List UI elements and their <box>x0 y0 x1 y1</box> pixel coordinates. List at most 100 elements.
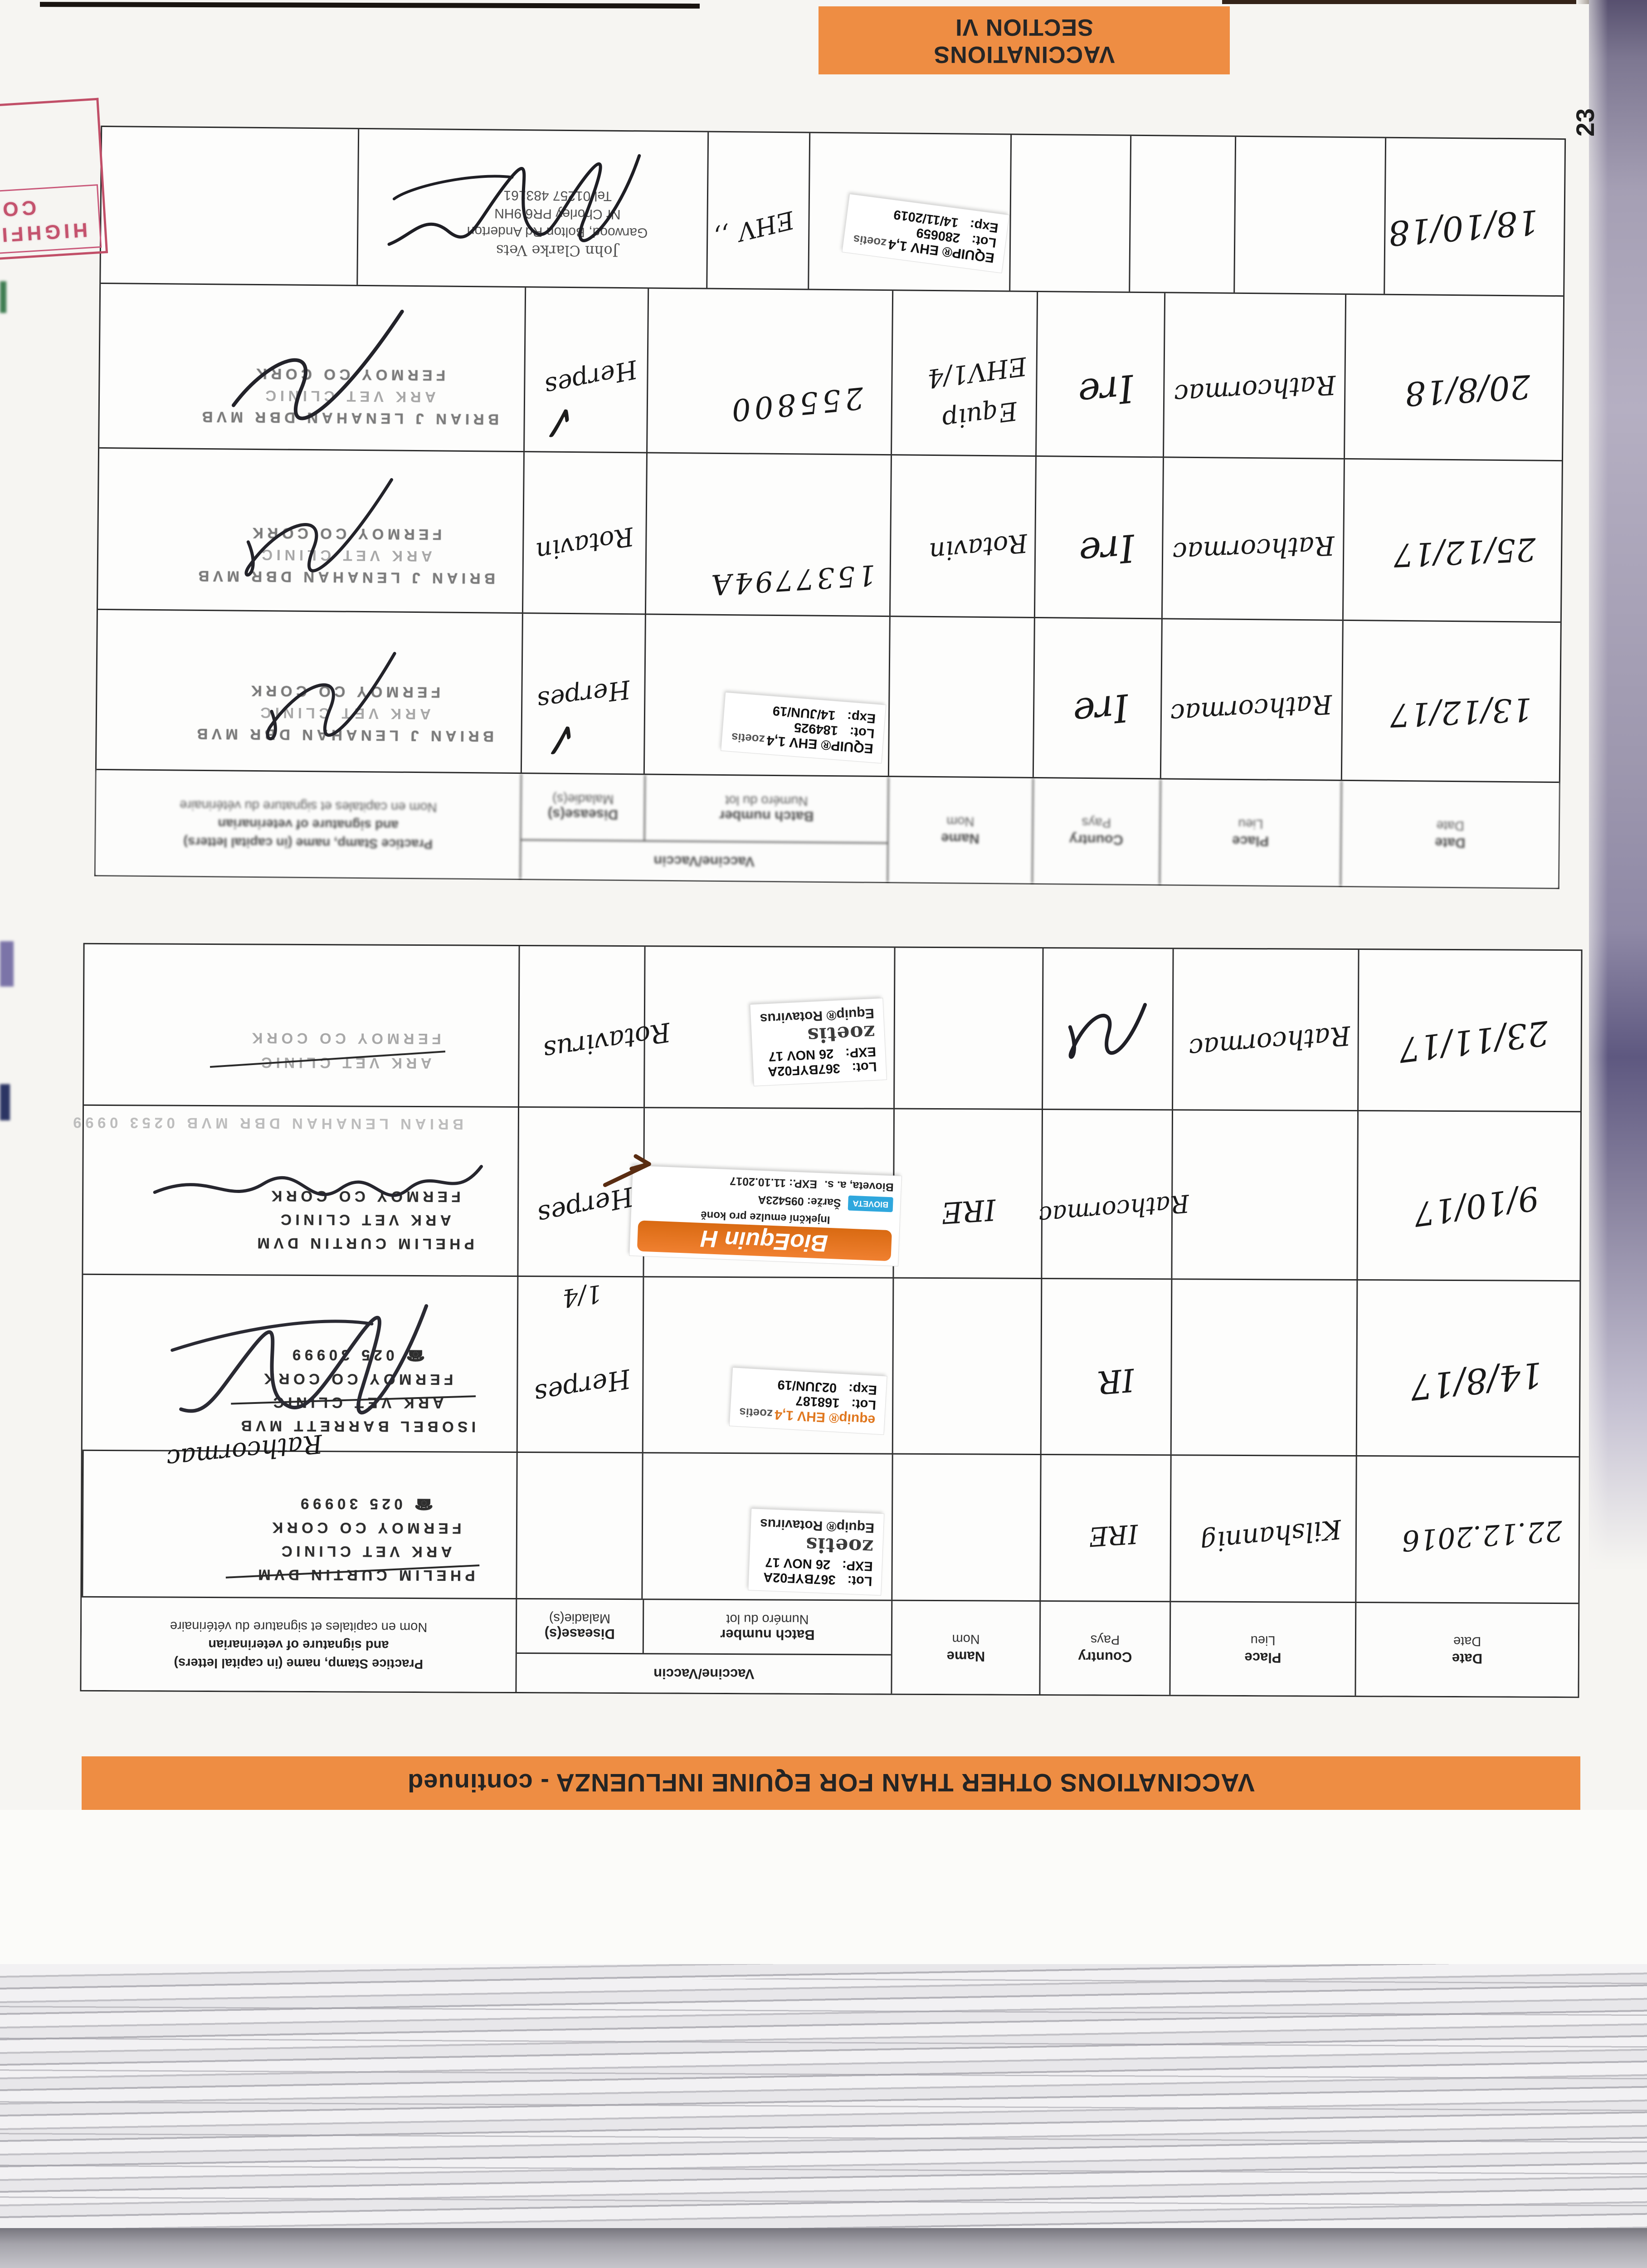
col-header-country-fr: Pays <box>1082 815 1111 830</box>
place-handwriting: Kilshannig <box>1199 1514 1343 1559</box>
disease-handwriting: Herpes <box>535 1181 637 1231</box>
col-header-stamp2: and signature of veterinarian <box>218 816 399 833</box>
continued-banner-text: VACCINATIONS OTHER THAN FOR EQUINE INFLU… <box>407 1769 1255 1798</box>
disease-handwriting-2: 1/4 <box>560 1279 604 1313</box>
date-handwriting: 25/12/17 <box>1393 530 1537 574</box>
practice-stamp-faint-line: BRIAN LENAHAN DBR MVB 0253 0999 <box>69 1114 464 1133</box>
col-header-stamp1: Practice Stamp, name (in capital letters… <box>174 1655 424 1671</box>
date-handwriting: 14/8/17 <box>1408 1354 1545 1408</box>
practice-stamp-line: Nr Chorley PR6 9HN <box>494 206 621 222</box>
pen-arrow <box>603 1154 652 1187</box>
date-handwriting: 23/11/17 <box>1396 1013 1551 1070</box>
country-handwriting: IR <box>1096 1361 1136 1401</box>
vaccine-sticker-zoetis-rotavirus: Lot: 367BYF02A EXP: 26 NOV 17 zoetis Equip… <box>748 1509 884 1596</box>
practice-stamp-line: BRIAN J LENAHAN DBR MVB <box>193 725 494 745</box>
practice-stamp-line: FERMOY CO CORK <box>252 365 446 384</box>
disease-handwriting: Herpes <box>532 1363 633 1410</box>
sticker-lot-value: 367BYF02A <box>767 1061 841 1079</box>
vaccination-table-bottom: Date Date Place Lieu Country Pays Name Nom V… <box>69 943 1583 1698</box>
practice-stamp-line: Garwood, Bolton Rd Anderton <box>467 224 648 240</box>
practice-stamp-line: ARK VET CLINIC <box>277 1211 451 1229</box>
sticker-brand: zoetis <box>731 730 765 747</box>
col-header-disease: Disease(s) <box>544 1626 615 1642</box>
table-bottom-header-row: Date Date Place Lieu Country Pays Name Nom V… <box>81 1598 1579 1697</box>
date-handwriting: 22.12.2016 <box>1400 1514 1564 1558</box>
practice-stamp-line: BRIAN J LENAHAN DBR MVB <box>198 408 499 428</box>
col-header-vaccine: Vaccine/Vaccin <box>653 1666 755 1682</box>
name-handwriting-line1: Equip <box>940 396 1019 435</box>
col-header-disease-fr: Maladie(s) <box>549 1611 611 1626</box>
scan-top-edge-line <box>39 2 700 9</box>
vaccine-sticker-equip-ehv: EQUIP® EHV 1,4 zoetis Lot: 280659 Exp: 14/… <box>842 194 1009 273</box>
practice-stamp-line: ☎ 025 30999 <box>288 1346 425 1364</box>
col-header-country: Country <box>1078 1649 1132 1665</box>
country-handwriting: Ire <box>1071 685 1131 735</box>
table-top-header-row: Date Date Place Lieu Country Pays Name Nom V… <box>95 770 1559 888</box>
table-row: 13/12/17 Rathcormac Ire EQUIP® EHV 1,4 z… <box>96 610 1560 783</box>
practice-stamp-line: PHELIM CURTIN DVM <box>253 1235 474 1253</box>
practice-stamp-line: ARK VET CLINIC <box>278 1543 452 1561</box>
sticker-lot-value: 367BYF02A <box>763 1569 836 1588</box>
practice-stamp-line: FERMOY CO CORK <box>248 1030 441 1048</box>
place-handwriting: Rathcormac <box>1173 369 1337 410</box>
vaccine-sticker-equip-ehv: equip® EHV 1,4 zoetis Lot: 168187 Exp: 02J… <box>729 1368 887 1435</box>
col-header-stamp2: and signature of veterinarian <box>208 1637 389 1653</box>
col-header-date-fr: Date <box>1453 1633 1481 1649</box>
book-bottom-edge <box>0 2228 1647 2268</box>
sticker-exp-value: 26 NOV 17 <box>765 1554 831 1572</box>
date-handwriting: 9/10/17 <box>1411 1178 1541 1234</box>
scan-top-right-edge-line <box>1222 0 1647 4</box>
sticker-exp-label: EXP: <box>842 1558 873 1574</box>
country-handwriting: IRE <box>1088 1518 1140 1553</box>
date-handwriting: 18/10/18 <box>1387 202 1540 253</box>
bioequin-exp-label: EXP.: <box>789 1177 818 1191</box>
bioequin-manufacturer: Bioveta, a. s. <box>824 1178 894 1194</box>
section-banner-line2: SECTION VI <box>955 14 1093 40</box>
col-header-place-fr: Lieu <box>1250 1633 1276 1648</box>
practice-stamp-line: ARK VET CLINIC <box>256 704 431 723</box>
bioequin-exp-value: 11.10.2017 <box>730 1174 786 1189</box>
table-row: 18/10/18 EQUIP® EHV 1,4 zoetis Lot: 28065… <box>0 98 1565 297</box>
highfield-farm-stamp: HIGHFIELD FARM COPPULL CM <box>0 98 108 269</box>
col-header-name-fr: Nom <box>946 814 975 829</box>
book-binding-edge-fade <box>1576 0 1608 1569</box>
table-row: 23/11/17 Rathcormac Lot: 367BYF02A EXP: 26… <box>84 944 1581 1113</box>
sticker-lot-label: Lot: <box>852 1059 877 1075</box>
col-header-stamp-fr: Nom en capitales et signature du vétérin… <box>180 797 437 815</box>
practice-stamp-line: ☎ 025 30999 <box>297 1496 434 1513</box>
practice-stamp-line: ISOBEL BARRETT MVB <box>237 1418 476 1436</box>
table-row: 22.12.2016 Kilshannig IRE Lot: 367BYF02A … <box>82 1428 1579 1604</box>
col-header-place: Place <box>1244 1649 1282 1666</box>
sticker-lot-label: Lot: <box>851 1396 877 1413</box>
col-header-name: Name <box>941 831 979 847</box>
practice-stamp-line: ARK VET CLINIC <box>261 387 436 406</box>
name-handwriting-line2: EHV1/4 <box>926 351 1028 393</box>
sticker-exp-label: Exp: <box>848 1381 878 1398</box>
name-handwriting: IRE <box>940 1192 997 1229</box>
bioveta-logo: BIOVETA <box>848 1195 894 1212</box>
country-flourish-signature <box>1068 1003 1147 1059</box>
col-header-name: Name <box>946 1648 985 1665</box>
place-handwriting: Rathcormac <box>1169 688 1334 729</box>
col-header-vaccine: Vaccine/Vaccin <box>653 853 755 870</box>
sticker-exp-label: EXP: <box>845 1044 877 1061</box>
col-header-disease-fr: Maladie(s) <box>552 792 614 807</box>
col-header-batch: Batch number <box>719 808 814 825</box>
practice-stamp-line: FERMOY CO CORK <box>260 1370 453 1388</box>
page-bottom-margin <box>0 1810 1647 1966</box>
disease-handwriting: Herpes <box>535 674 632 716</box>
vaccine-sticker-zoetis-rotavirus: Lot: 367BYF02A EXP: 26 NOV 17 zoetis Equip… <box>750 998 887 1086</box>
left-edge-purple-mark <box>0 941 14 987</box>
practice-stamp-line: ARK VET CLINIC <box>258 547 433 565</box>
section-banner-line1: VACCINATIONS <box>933 41 1115 68</box>
practice-stamp-line: Tel 01257 483161 <box>503 188 612 204</box>
col-header-country-fr: Pays <box>1090 1632 1120 1647</box>
country-handwriting: Ire <box>1077 525 1136 575</box>
bioequin-batch-value: 095423A <box>758 1193 804 1208</box>
col-header-country: Country <box>1069 831 1124 848</box>
table-row: 25/12/17 Rathcormac Ire Rotavin 1537794A… <box>97 448 1562 623</box>
col-header-place-fr: Lieu <box>1238 816 1263 831</box>
col-header-stamp-fr: Nom en capitales et signature du vétérin… <box>170 1618 428 1635</box>
sticker-lot-value: 168187 <box>795 1393 840 1410</box>
